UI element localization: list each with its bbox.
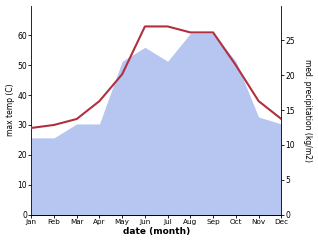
X-axis label: date (month): date (month) [123, 227, 190, 236]
Y-axis label: med. precipitation (kg/m2): med. precipitation (kg/m2) [303, 59, 313, 161]
Y-axis label: max temp (C): max temp (C) [5, 84, 15, 136]
